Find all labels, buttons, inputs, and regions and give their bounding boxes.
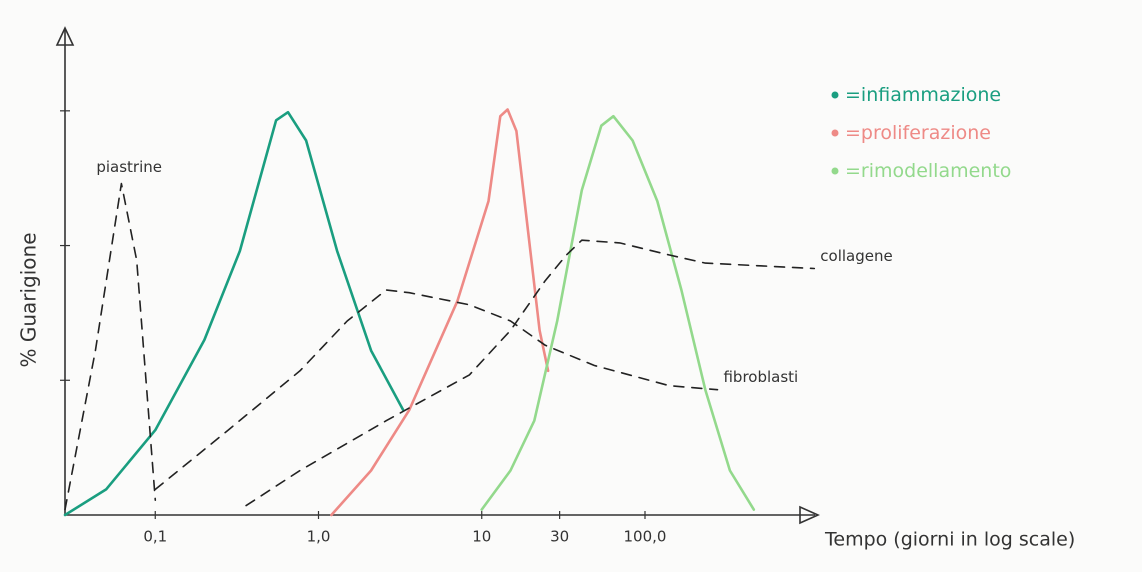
legend-name: rimodellamento bbox=[861, 160, 1012, 182]
legend-name: infiammazione bbox=[861, 84, 1001, 106]
x-axis-label: Tempo (giorni in log scale) bbox=[824, 529, 1075, 551]
legend-label: =infiammazione bbox=[845, 84, 1001, 106]
curve-label: piastrine bbox=[96, 158, 162, 176]
legend-label: =proliferazione bbox=[845, 122, 991, 144]
legend-dot bbox=[832, 130, 839, 137]
x-tick-label: 100,0 bbox=[624, 528, 667, 546]
curve-label: collagene bbox=[820, 247, 892, 265]
legend-separator: = bbox=[845, 84, 861, 106]
curve-label: fibroblasti bbox=[723, 368, 798, 386]
x-tick-label: 0,1 bbox=[143, 528, 167, 546]
legend-dot bbox=[832, 168, 839, 175]
chart: % Guarigione Tempo (giorni in log scale)… bbox=[0, 0, 1142, 572]
legend-separator: = bbox=[845, 160, 861, 182]
y-axis-label: % Guarigione bbox=[17, 232, 41, 367]
x-tick-label: 1,0 bbox=[307, 528, 331, 546]
x-tick-label: 30 bbox=[550, 528, 569, 546]
legend-dot bbox=[832, 92, 839, 99]
legend-label: =rimodellamento bbox=[845, 160, 1011, 182]
x-tick-label: 10 bbox=[472, 528, 491, 546]
legend-separator: = bbox=[845, 122, 861, 144]
legend-name: proliferazione bbox=[861, 122, 991, 144]
